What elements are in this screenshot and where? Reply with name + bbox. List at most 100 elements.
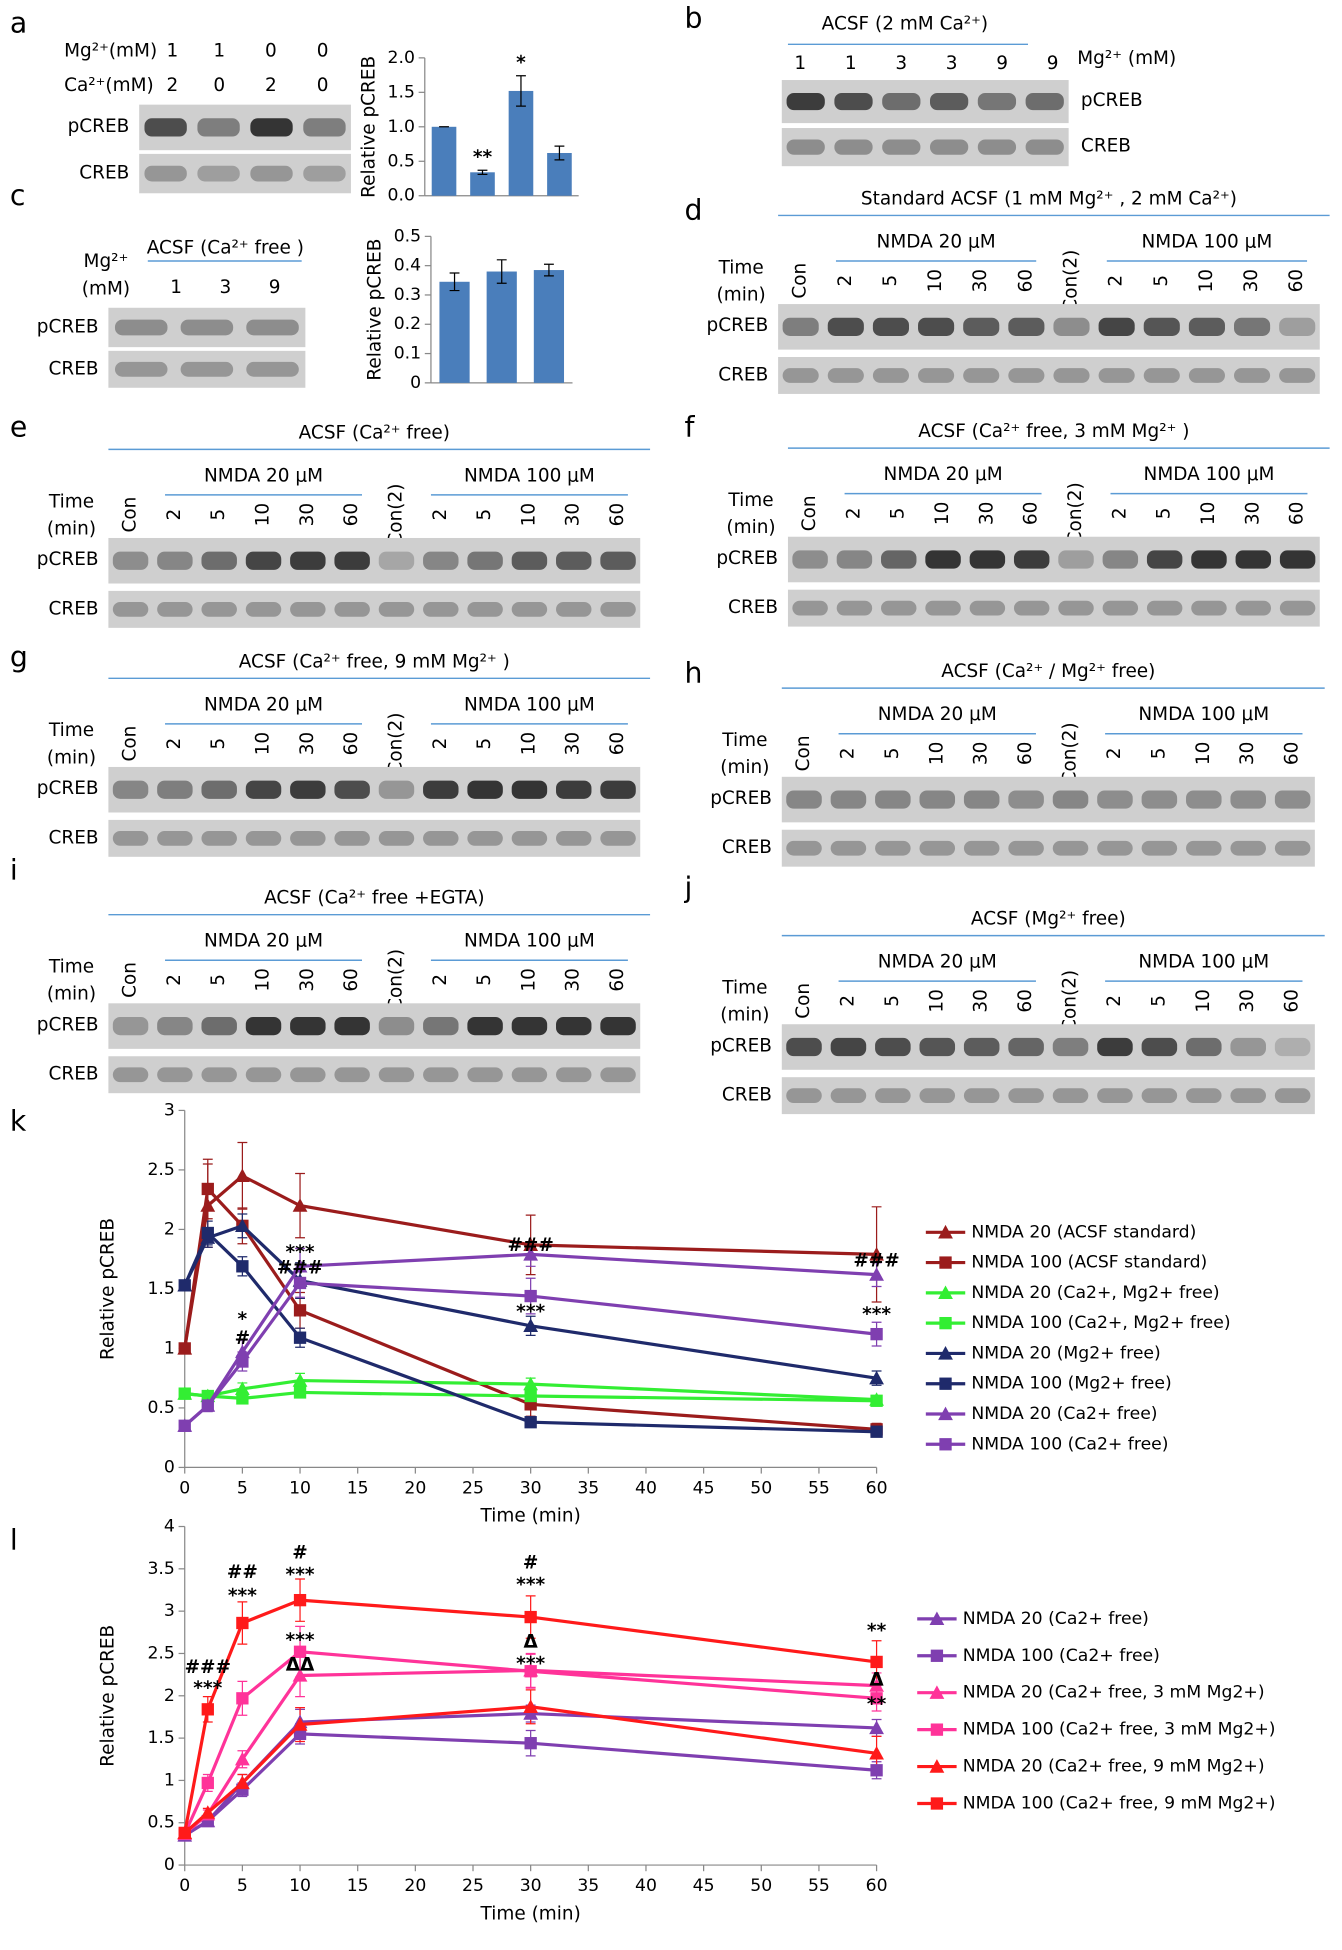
- band: [157, 830, 193, 846]
- marker: [234, 1775, 250, 1790]
- marker: [200, 1805, 216, 1819]
- lane-label: 3: [219, 277, 231, 298]
- band: [1141, 790, 1178, 809]
- band: [919, 1037, 956, 1057]
- band: [180, 361, 234, 377]
- band: [290, 601, 326, 617]
- band: [556, 830, 592, 846]
- mg-label: Mg²⁺ (mM): [1077, 48, 1176, 69]
- band: [112, 1067, 149, 1083]
- lane-label: 30: [563, 968, 584, 991]
- band: [1186, 840, 1222, 856]
- band: [882, 92, 921, 111]
- band: [467, 551, 503, 570]
- marker: [292, 1373, 308, 1387]
- x-tick-label: 50: [750, 1876, 772, 1896]
- marker: [870, 1692, 883, 1705]
- band: [1146, 600, 1183, 616]
- lane-label: 3: [895, 53, 907, 74]
- row-label: pCREB: [37, 1014, 99, 1035]
- lane-label: Con(2): [1065, 482, 1086, 544]
- band: [378, 551, 415, 570]
- blot: [787, 589, 1320, 627]
- band: [1102, 550, 1139, 569]
- marker: [234, 1168, 250, 1183]
- band: [875, 840, 911, 856]
- time-label: (min): [726, 517, 775, 538]
- marker: [523, 1376, 539, 1391]
- x-tick-label: 20: [404, 1876, 426, 1896]
- lane-label: 60: [1287, 502, 1308, 525]
- band: [1279, 550, 1316, 569]
- lane-label: 5: [474, 974, 495, 986]
- marker: [178, 1826, 191, 1840]
- legend-label: NMDA 20 (Ca2+ free): [971, 1404, 1157, 1424]
- time-label: (min): [47, 518, 96, 539]
- band: [180, 319, 234, 336]
- band: [334, 1067, 370, 1083]
- band: [881, 600, 917, 616]
- marker: [292, 1198, 308, 1212]
- band: [786, 1088, 822, 1104]
- lane-label: 5: [1148, 748, 1169, 760]
- y-tick-label: 0.5: [388, 151, 415, 171]
- lane-label: 10: [518, 968, 539, 991]
- lane-label: 60: [607, 968, 628, 991]
- group-label: NMDA 100 μM: [464, 465, 595, 486]
- lane-label: 0: [265, 41, 277, 62]
- marker: [523, 1247, 539, 1261]
- blot-title: ACSF (Ca²⁺ free, 9 mM Mg²⁺ ): [239, 651, 510, 672]
- lane-label: 30: [976, 502, 997, 525]
- group-label: NMDA 20 μM: [877, 232, 996, 253]
- row-label: CREB: [722, 1085, 772, 1106]
- blot: [108, 1056, 641, 1094]
- marker: [293, 1386, 307, 1399]
- x-tick-label: 35: [577, 1876, 599, 1896]
- legend-label: NMDA 20 (Mg2+ free): [971, 1343, 1160, 1363]
- band: [1097, 1037, 1133, 1057]
- band: [556, 601, 592, 617]
- lane-label: 3: [946, 53, 958, 74]
- legend-marker: [930, 1649, 944, 1662]
- row-label: CREB: [722, 837, 772, 858]
- x-tick-label: 15: [347, 1478, 369, 1498]
- marker: [236, 1392, 249, 1405]
- panel-letter: h: [685, 657, 703, 690]
- x-tick-label: 40: [635, 1478, 657, 1498]
- blot-title: ACSF (Ca²⁺ free ): [147, 238, 304, 259]
- time-label: (min): [717, 284, 766, 305]
- lane-label: 9: [996, 53, 1008, 74]
- series-line: [183, 1650, 877, 1835]
- y-tick-label: 3: [164, 1100, 175, 1120]
- band: [786, 790, 822, 809]
- marker: [234, 1381, 250, 1396]
- marker: [293, 1593, 307, 1607]
- band: [600, 780, 636, 799]
- mg-label: (mM): [82, 278, 130, 299]
- annotation: ***: [516, 1302, 545, 1323]
- band: [378, 601, 415, 617]
- lane-label: 30: [1237, 742, 1258, 765]
- row-label: CREB: [49, 1064, 99, 1085]
- panel-letter: a: [10, 7, 27, 40]
- band: [830, 790, 867, 809]
- panel-letter: b: [685, 2, 703, 35]
- band: [1013, 600, 1050, 616]
- band: [969, 600, 1006, 616]
- band: [872, 368, 910, 383]
- marker: [524, 1665, 537, 1678]
- lane-label: 1: [167, 41, 179, 62]
- band: [378, 1067, 415, 1083]
- blot-title: ACSF (Mg²⁺ free): [971, 909, 1126, 930]
- marker: [869, 1267, 884, 1281]
- series-line: [183, 1185, 877, 1431]
- annotation: ***: [862, 1304, 891, 1325]
- band: [963, 1088, 1000, 1104]
- row-label: CREB: [718, 364, 768, 385]
- band: [144, 165, 187, 182]
- lane-label: 60: [1015, 742, 1036, 765]
- marker: [292, 1668, 308, 1682]
- legend-marker: [939, 1438, 952, 1451]
- row-label: pCREB: [1081, 90, 1143, 111]
